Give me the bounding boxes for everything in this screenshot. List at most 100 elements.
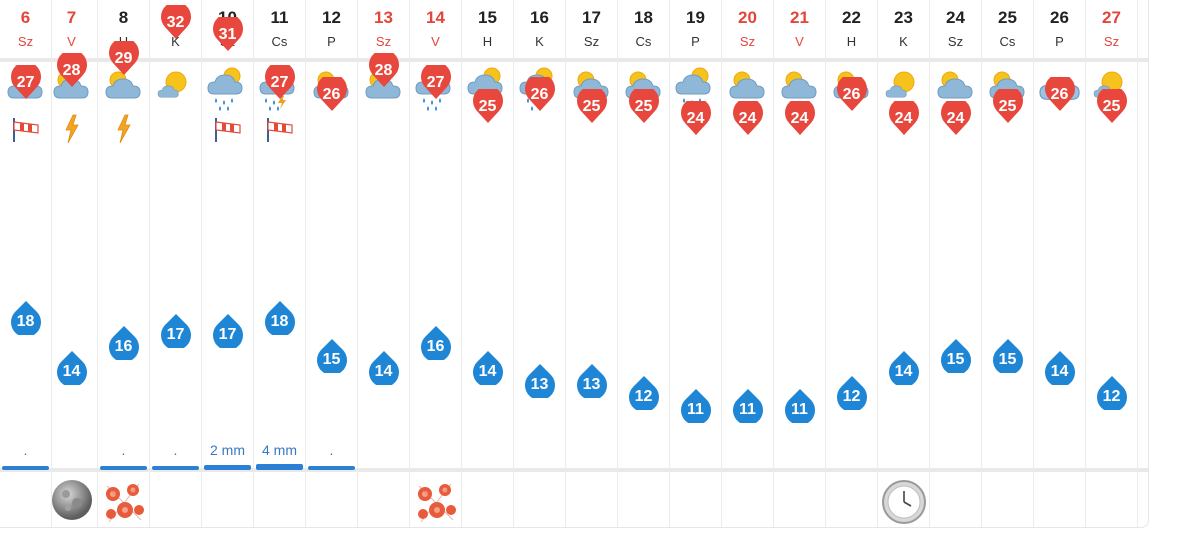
day-column[interactable]: 23 K 24 14	[878, 0, 930, 527]
day-of-week: V	[67, 34, 76, 49]
low-temp-value: 15	[998, 350, 1017, 368]
day-column[interactable]: 26 P 26 14	[1034, 0, 1086, 527]
sun-behind-cloud-icon	[150, 66, 201, 112]
high-temp-pin: 24	[731, 101, 765, 135]
low-temp-pin: 11	[783, 388, 817, 423]
day-column[interactable]: 14 V 27 16	[410, 0, 462, 527]
day-column[interactable]: 16 K 26 13	[514, 0, 566, 527]
day-number: 14	[426, 8, 445, 27]
day-number: 16	[530, 8, 549, 27]
high-temp-pin: 25	[575, 89, 609, 123]
day-of-week: Sz	[17, 34, 34, 49]
high-temp-pin: 25	[471, 89, 505, 123]
day-number: 26	[1050, 8, 1069, 27]
lightning-icon	[98, 114, 149, 148]
high-temp-pin: 24	[887, 101, 921, 135]
precipitation-bar	[100, 466, 147, 470]
precipitation-bar	[152, 466, 199, 470]
high-temp-pin: 28	[367, 53, 401, 87]
day-of-week: Cs	[271, 34, 288, 49]
low-temp-pin: 12	[835, 376, 869, 410]
high-temp-pin: 24	[783, 101, 817, 135]
day-column[interactable]: 24 Sz 24 15	[930, 0, 982, 527]
low-temp-value: 18	[270, 313, 289, 330]
low-temp-value: 16	[426, 338, 445, 355]
low-temp-pin: 17	[211, 313, 245, 348]
high-temp-value: 26	[322, 86, 341, 103]
day-column[interactable]: 21 V 24 11	[774, 0, 826, 527]
day-column[interactable]: 9K3217.	[150, 0, 202, 527]
day-column[interactable]: 19 P 24 11	[670, 0, 722, 527]
high-temp-value: 27	[270, 74, 289, 91]
lightning-icon	[46, 114, 97, 148]
low-temp-pin: 15	[991, 338, 1025, 373]
day-of-week: Cs	[635, 34, 652, 49]
day-number: 17	[582, 8, 601, 27]
high-temp-value: 24	[946, 110, 965, 127]
wind-icon	[254, 114, 305, 148]
flower-icon	[410, 478, 461, 524]
day-column[interactable]: 18 Cs 25 12	[618, 0, 670, 527]
precipitation-label: 4 mm	[262, 442, 297, 458]
day-column[interactable]: 13 Sz 28 14	[358, 0, 410, 527]
day-column[interactable]: 6 Sz 27 18.	[0, 0, 52, 527]
day-column[interactable]: 7 V 28 14	[46, 0, 98, 527]
precipitation-label: .	[173, 442, 178, 458]
low-temp-pin: 16	[419, 326, 453, 360]
low-temp-value: 14	[374, 363, 393, 380]
day-column[interactable]: 22 H 26 12	[826, 0, 878, 527]
day-number: 18	[634, 8, 653, 27]
day-number: 15	[478, 8, 497, 27]
day-number: 8	[118, 8, 129, 27]
day-number: 22	[842, 8, 861, 27]
day-column[interactable]: 27 Sz 25 12	[1086, 0, 1138, 527]
day-number: 13	[374, 8, 393, 27]
day-of-week: K	[899, 34, 908, 49]
precipitation-bar	[204, 465, 251, 470]
low-temp-value: 15	[322, 350, 341, 368]
precipitation-label: .	[329, 442, 334, 458]
day-number: 19	[686, 8, 705, 27]
high-temp-pin: 31	[211, 17, 245, 51]
low-temp-pin: 16	[107, 326, 141, 360]
header-separator	[0, 58, 1148, 62]
precipitation-label: 2 mm	[210, 442, 245, 458]
day-column[interactable]: 11 Cs 27 18 4 mm	[254, 0, 306, 527]
day-column[interactable]: 10Sz31172 mm	[202, 0, 254, 527]
day-number: 7	[66, 8, 77, 27]
high-temp-pin: 32	[159, 5, 193, 39]
low-temp-value: 14	[62, 363, 81, 380]
low-temp-value: 16	[114, 338, 133, 355]
low-temp-value: 14	[478, 363, 497, 380]
day-column[interactable]: 20 Sz 24 11	[722, 0, 774, 527]
low-temp-value: 17	[166, 325, 185, 343]
day-column[interactable]: 25 Cs 25 15	[982, 0, 1034, 527]
high-temp-pin: 24	[679, 101, 713, 135]
low-temp-pin: 18	[9, 301, 43, 335]
rain-sun-icon	[202, 66, 253, 112]
day-number: 21	[790, 8, 809, 27]
full-moon-icon	[46, 478, 97, 524]
day-column[interactable]: 8H2916.	[98, 0, 150, 527]
day-of-week: H	[846, 34, 857, 49]
day-of-week: Sz	[739, 34, 756, 49]
day-column[interactable]: 15 H 25 14	[462, 0, 514, 527]
high-temp-pin: 27	[263, 65, 297, 99]
low-temp-value: 18	[16, 313, 35, 330]
high-temp-pin: 29	[107, 41, 141, 75]
high-temp-pin: 27	[9, 65, 43, 99]
day-of-week: Cs	[999, 34, 1016, 49]
day-of-week: K	[535, 34, 544, 49]
low-temp-value: 13	[530, 375, 549, 393]
high-temp-pin: 24	[939, 101, 973, 135]
day-column[interactable]: 12 P 26 15.	[306, 0, 358, 527]
day-column[interactable]: 17 Sz 25 13	[566, 0, 618, 527]
cloudy-sun-icon	[774, 66, 825, 112]
day-number: 25	[998, 8, 1017, 27]
low-temp-pin: 18	[263, 301, 297, 335]
day-of-week: P	[691, 34, 700, 49]
low-temp-value: 12	[1102, 388, 1121, 405]
low-temp-value: 11	[739, 400, 756, 418]
wind-icon	[0, 114, 51, 148]
